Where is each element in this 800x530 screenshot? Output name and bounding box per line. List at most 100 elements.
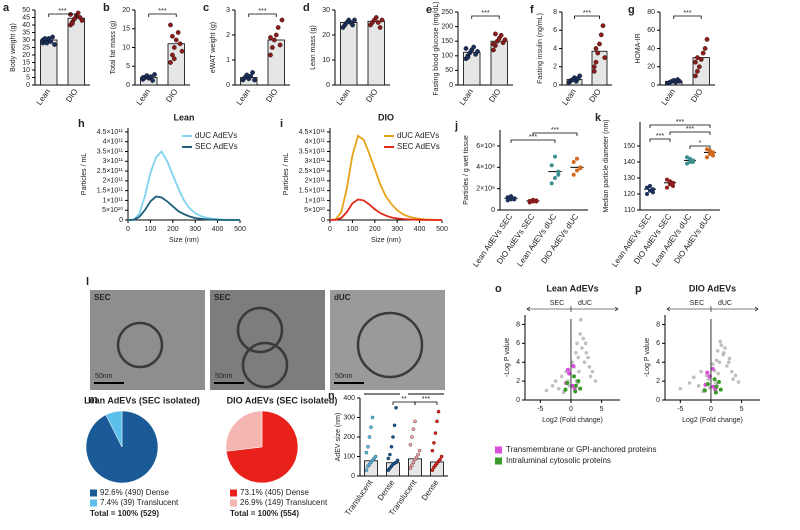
data-point <box>268 35 273 40</box>
panel-letter: p <box>635 283 642 295</box>
data-point <box>574 350 578 355</box>
chart-title: Lean AdEVs <box>546 283 598 293</box>
data-point <box>593 59 599 65</box>
data-point <box>408 443 413 447</box>
data-point <box>392 423 397 428</box>
bracket <box>148 13 177 17</box>
data-point <box>719 343 724 348</box>
data-point <box>559 374 564 379</box>
y-tick-label: 6 <box>553 27 557 34</box>
scale-label: 50nm <box>215 373 233 380</box>
y-axis-label: Total fat mass (g) <box>110 21 117 75</box>
data-point <box>150 78 155 83</box>
y-tick-label: 2 <box>656 378 660 385</box>
legend-label: SEC AdEVs <box>397 142 440 151</box>
data-point <box>394 405 398 410</box>
data-point <box>584 350 589 355</box>
pie-total: Total = 100% (554) <box>230 509 299 518</box>
data-point <box>416 452 420 457</box>
data-point <box>512 197 517 202</box>
y-tick-label: 5 <box>26 74 30 81</box>
data-point <box>699 369 703 374</box>
x-tick-label: DIO <box>364 87 380 104</box>
data-point <box>373 15 379 20</box>
data-point <box>577 73 583 79</box>
y-tick-label: 35 <box>22 29 30 36</box>
legend-swatch <box>90 489 97 497</box>
chart-title: DIO <box>378 112 394 122</box>
y-tick-label: 6×10⁸ <box>476 143 495 150</box>
x-tick-label: Translucent <box>343 478 375 518</box>
data-point <box>712 377 717 382</box>
data-point <box>370 415 375 420</box>
data-point <box>438 457 442 462</box>
data-point <box>553 154 557 159</box>
legend-swatch <box>230 499 237 507</box>
y-tick-label: 40 <box>22 22 30 29</box>
x-tick-label: Dense <box>376 478 397 503</box>
y-tick-label: 4×10⁸ <box>476 164 495 171</box>
y-tick-label: 20 <box>22 52 30 59</box>
bar <box>591 50 608 86</box>
data-point <box>711 153 715 158</box>
data-point <box>595 50 601 56</box>
data-point <box>170 33 175 39</box>
y-tick-label: 3.5×10¹¹ <box>97 148 124 155</box>
data-point <box>695 55 700 60</box>
bar <box>340 22 358 86</box>
bracket <box>689 145 711 149</box>
data-point <box>577 369 581 374</box>
y-tick-label: 140 <box>623 159 635 166</box>
panel-letter: d <box>303 2 310 14</box>
data-point <box>705 381 710 386</box>
data-point <box>711 150 715 155</box>
x-tick-label: Lean <box>560 87 578 107</box>
data-point <box>711 362 715 366</box>
data-point <box>270 45 275 50</box>
y-tick-label: 0 <box>126 82 130 89</box>
y-tick-label: 40 <box>647 45 655 52</box>
significance: *** <box>683 10 691 17</box>
y-tick-label: 5×10¹⁰ <box>102 206 123 214</box>
y-tick-label: 0 <box>516 397 520 404</box>
y-tick-label: 2 <box>226 32 230 39</box>
data-point <box>583 341 588 346</box>
y-tick-label: 3.5×10¹¹ <box>299 148 326 155</box>
micrograph-title: dUC <box>334 293 351 302</box>
x-tick-label: 5 <box>600 406 604 413</box>
data-point <box>366 444 370 449</box>
y-tick-label: 50 <box>445 67 453 74</box>
data-point <box>597 41 602 47</box>
data-point <box>410 463 414 468</box>
data-point <box>725 364 729 368</box>
y-tick-label: 6 <box>516 340 520 347</box>
vesicle <box>236 306 284 354</box>
data-point <box>414 455 419 460</box>
y-tick-label: 2 <box>553 64 557 71</box>
x-tick-label: DIO <box>587 87 603 104</box>
y-tick-label: 4×10¹¹ <box>103 139 124 146</box>
x-tick-label: 100 <box>145 226 157 233</box>
data-point <box>173 37 179 43</box>
y-tick-label: 10 <box>22 67 30 74</box>
y-tick-label: 8 <box>516 321 520 328</box>
significance: *** <box>656 133 664 140</box>
x-tick-label: 0 <box>328 226 332 233</box>
scale-label: 50nm <box>335 373 353 380</box>
y-tick-label: 150 <box>623 143 635 150</box>
legend-swatch <box>495 457 502 465</box>
data-point <box>433 431 438 435</box>
y-tick-label: 4.5×10¹¹ <box>97 129 124 136</box>
x-axis-label: Size (nm) <box>371 237 401 244</box>
data-point <box>567 384 571 388</box>
direction-label: dUC <box>578 300 592 307</box>
data-point <box>692 375 696 380</box>
x-tick-label: Lean <box>458 87 476 107</box>
y-tick-label: 3 <box>226 7 230 14</box>
significance: *** <box>583 10 591 17</box>
x-tick-label: DIO <box>689 87 705 104</box>
y-tick-label: 20 <box>322 32 330 39</box>
data-point <box>665 185 669 190</box>
significance: *** <box>258 8 266 15</box>
data-point <box>435 419 439 424</box>
